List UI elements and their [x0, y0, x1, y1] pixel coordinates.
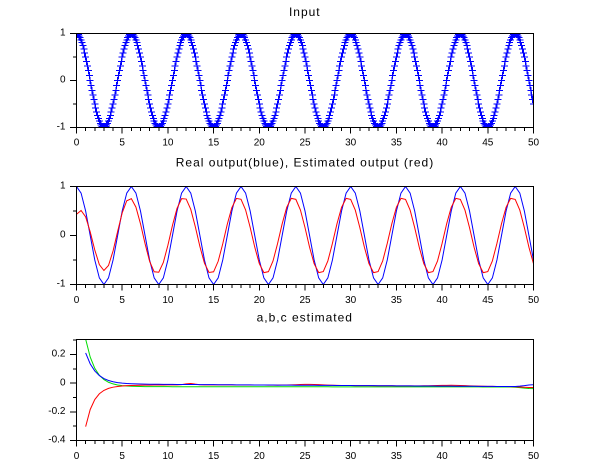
- svg-text:15: 15: [208, 295, 220, 306]
- svg-text:40: 40: [437, 451, 449, 460]
- svg-text:45: 45: [482, 138, 494, 149]
- svg-text:0.2: 0.2: [52, 349, 66, 360]
- svg-text:1: 1: [60, 181, 66, 192]
- svg-text:35: 35: [391, 138, 403, 149]
- svg-text:15: 15: [208, 138, 220, 149]
- svg-text:45: 45: [482, 451, 494, 460]
- svg-text:50: 50: [528, 295, 540, 306]
- svg-text:50: 50: [528, 451, 540, 460]
- svg-text:5: 5: [119, 451, 125, 460]
- svg-text:40: 40: [437, 295, 449, 306]
- svg-text:-0.2: -0.2: [48, 406, 66, 417]
- svg-text:0: 0: [60, 75, 66, 86]
- svg-text:0: 0: [74, 451, 80, 460]
- svg-text:35: 35: [391, 295, 403, 306]
- svg-text:40: 40: [437, 138, 449, 149]
- svg-text:10: 10: [162, 451, 174, 460]
- svg-text:5: 5: [119, 138, 125, 149]
- svg-text:1: 1: [60, 28, 66, 39]
- svg-text:25: 25: [299, 295, 311, 306]
- svg-text:0: 0: [74, 295, 80, 306]
- svg-text:50: 50: [528, 138, 540, 149]
- svg-text:20: 20: [254, 295, 266, 306]
- svg-text:0: 0: [60, 230, 66, 241]
- svg-text:20: 20: [254, 451, 266, 460]
- svg-text:20: 20: [254, 138, 266, 149]
- svg-text:10: 10: [162, 138, 174, 149]
- svg-text:15: 15: [208, 451, 220, 460]
- svg-text:a,b,c estimated: a,b,c estimated: [257, 311, 353, 325]
- svg-text:30: 30: [345, 138, 357, 149]
- svg-text:-0.4: -0.4: [48, 435, 66, 446]
- svg-text:Input: Input: [289, 5, 321, 19]
- svg-text:35: 35: [391, 451, 403, 460]
- svg-text:-1: -1: [57, 279, 66, 290]
- svg-text:45: 45: [482, 295, 494, 306]
- svg-text:-1: -1: [57, 122, 66, 133]
- svg-text:25: 25: [299, 138, 311, 149]
- svg-text:30: 30: [345, 451, 357, 460]
- svg-text:0: 0: [60, 377, 66, 388]
- svg-text:5: 5: [119, 295, 125, 306]
- svg-text:10: 10: [162, 295, 174, 306]
- svg-text:25: 25: [299, 451, 311, 460]
- svg-text:0: 0: [74, 138, 80, 149]
- svg-text:30: 30: [345, 295, 357, 306]
- svg-text:Real output(blue), Estimated o: Real output(blue), Estimated output (red…: [176, 156, 434, 170]
